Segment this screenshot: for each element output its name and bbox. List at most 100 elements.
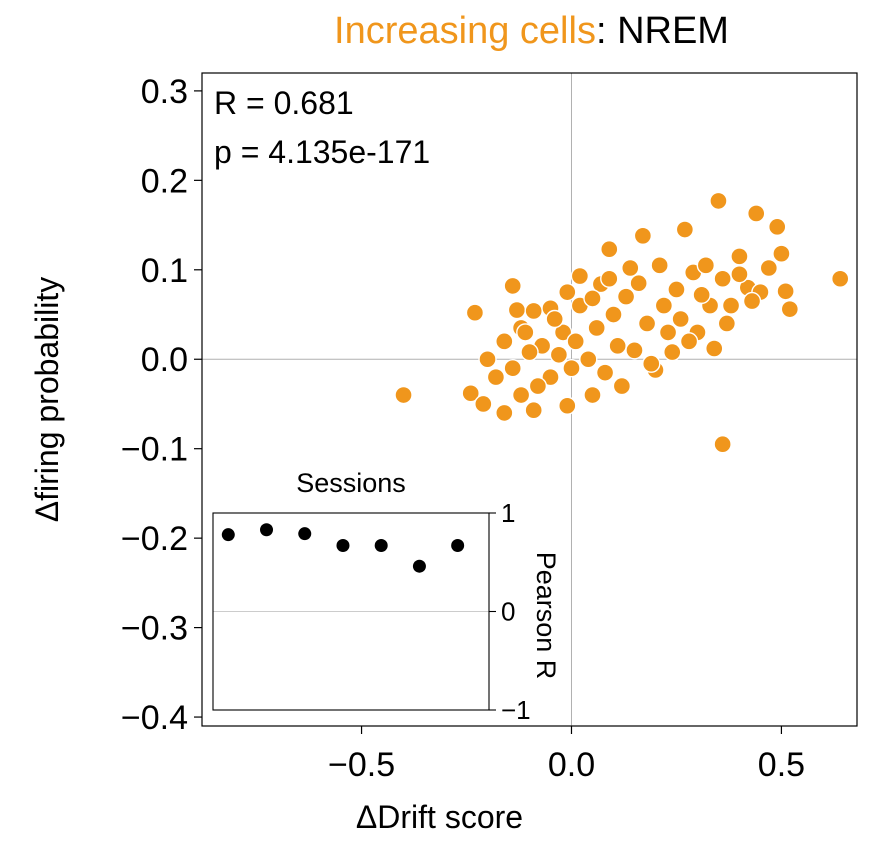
data-point [616, 287, 636, 306]
title-highlight: Increasing cells [334, 10, 596, 52]
data-point [709, 191, 728, 211]
p-value-annotation: p = 4.135e-171 [214, 134, 430, 170]
r-value-annotation: R = 0.681 [214, 85, 354, 121]
inset-y-axis-label: Pearson R [531, 552, 561, 680]
data-point [553, 323, 573, 342]
inset-session-point [336, 539, 350, 553]
data-point [642, 354, 661, 373]
data-point [587, 318, 606, 338]
inset-y-tick-label: −1 [501, 695, 531, 725]
data-point [495, 403, 514, 423]
data-point [558, 282, 577, 302]
data-point [831, 269, 850, 288]
inset-session-point [298, 527, 312, 541]
data-point [705, 339, 724, 358]
inset-session-point [221, 528, 235, 542]
inset-session-point [412, 559, 426, 573]
data-point [394, 385, 413, 405]
data-point [600, 240, 619, 259]
data-point [717, 314, 737, 333]
data-point [528, 376, 548, 396]
y-tick-label: 0.3 [141, 73, 188, 111]
inset-session-point [451, 539, 465, 553]
data-point [667, 280, 686, 299]
y-tick-label: 0.2 [141, 162, 188, 200]
data-point [679, 332, 699, 351]
data-point [629, 274, 648, 293]
data-point [730, 247, 749, 266]
y-tick-label: 0.1 [141, 252, 188, 290]
data-point [524, 301, 543, 321]
data-point [780, 299, 800, 319]
data-point [516, 323, 535, 342]
data-point [608, 336, 627, 356]
data-point [461, 384, 480, 403]
data-point [583, 289, 602, 308]
data-point [566, 332, 585, 351]
data-point [507, 300, 527, 320]
data-point [612, 376, 632, 396]
y-tick-label: 0.0 [141, 341, 188, 379]
data-point [478, 350, 497, 369]
data-point [520, 342, 539, 362]
x-tick-label: 0.0 [548, 746, 595, 784]
inset-title: Sessions [296, 468, 406, 498]
data-point [742, 291, 762, 311]
data-point [465, 303, 485, 322]
data-point [654, 296, 674, 315]
data-point [524, 401, 543, 420]
data-point [650, 256, 669, 275]
data-point [675, 220, 695, 239]
data-point [600, 269, 619, 288]
data-point [633, 226, 653, 246]
data-point [503, 358, 522, 378]
data-point [583, 385, 602, 405]
x-tick-label: −0.5 [328, 746, 395, 784]
data-point [696, 256, 716, 275]
data-point [759, 258, 779, 278]
data-point [713, 269, 732, 288]
inset-session-point [260, 523, 274, 537]
inset-y-tick-label: 0 [501, 597, 515, 627]
y-tick-label: −0.1 [121, 431, 188, 469]
data-point [541, 367, 560, 387]
y-tick-label: −0.3 [121, 610, 188, 648]
data-point [625, 341, 644, 360]
x-axis-label: ΔDrift score [356, 799, 523, 835]
y-tick-label: −0.4 [121, 699, 188, 737]
data-point [692, 285, 711, 305]
inset-y-tick-label: 1 [501, 498, 515, 528]
data-point [549, 345, 569, 364]
data-point [663, 342, 682, 362]
data-point [658, 323, 678, 342]
data-point [621, 258, 640, 278]
data-point [545, 309, 564, 329]
data-point [721, 296, 741, 315]
y-tick-label: −0.2 [121, 520, 188, 558]
data-point [579, 350, 598, 369]
data-point [637, 314, 657, 333]
data-point [562, 358, 581, 378]
data-point [604, 305, 623, 324]
data-point [474, 394, 493, 414]
title-rest: : NREM [595, 10, 729, 52]
data-point [671, 309, 690, 329]
data-point [511, 385, 531, 405]
inset-session-point [374, 539, 388, 553]
y-axis-label: Δfiring probability [29, 277, 65, 522]
plot-frame [201, 72, 858, 727]
data-point [747, 204, 766, 223]
data-point [776, 282, 795, 301]
data-point [558, 396, 577, 415]
data-point [486, 367, 506, 387]
data-point [503, 276, 522, 296]
data-point [570, 266, 590, 286]
data-point [768, 217, 787, 237]
x-tick-label: 0.5 [758, 746, 805, 784]
data-point [713, 435, 732, 454]
data-point [730, 265, 749, 284]
data-point [772, 244, 791, 263]
data-point [595, 363, 615, 382]
chart-title: Increasing cells: NREM [85, 10, 893, 53]
